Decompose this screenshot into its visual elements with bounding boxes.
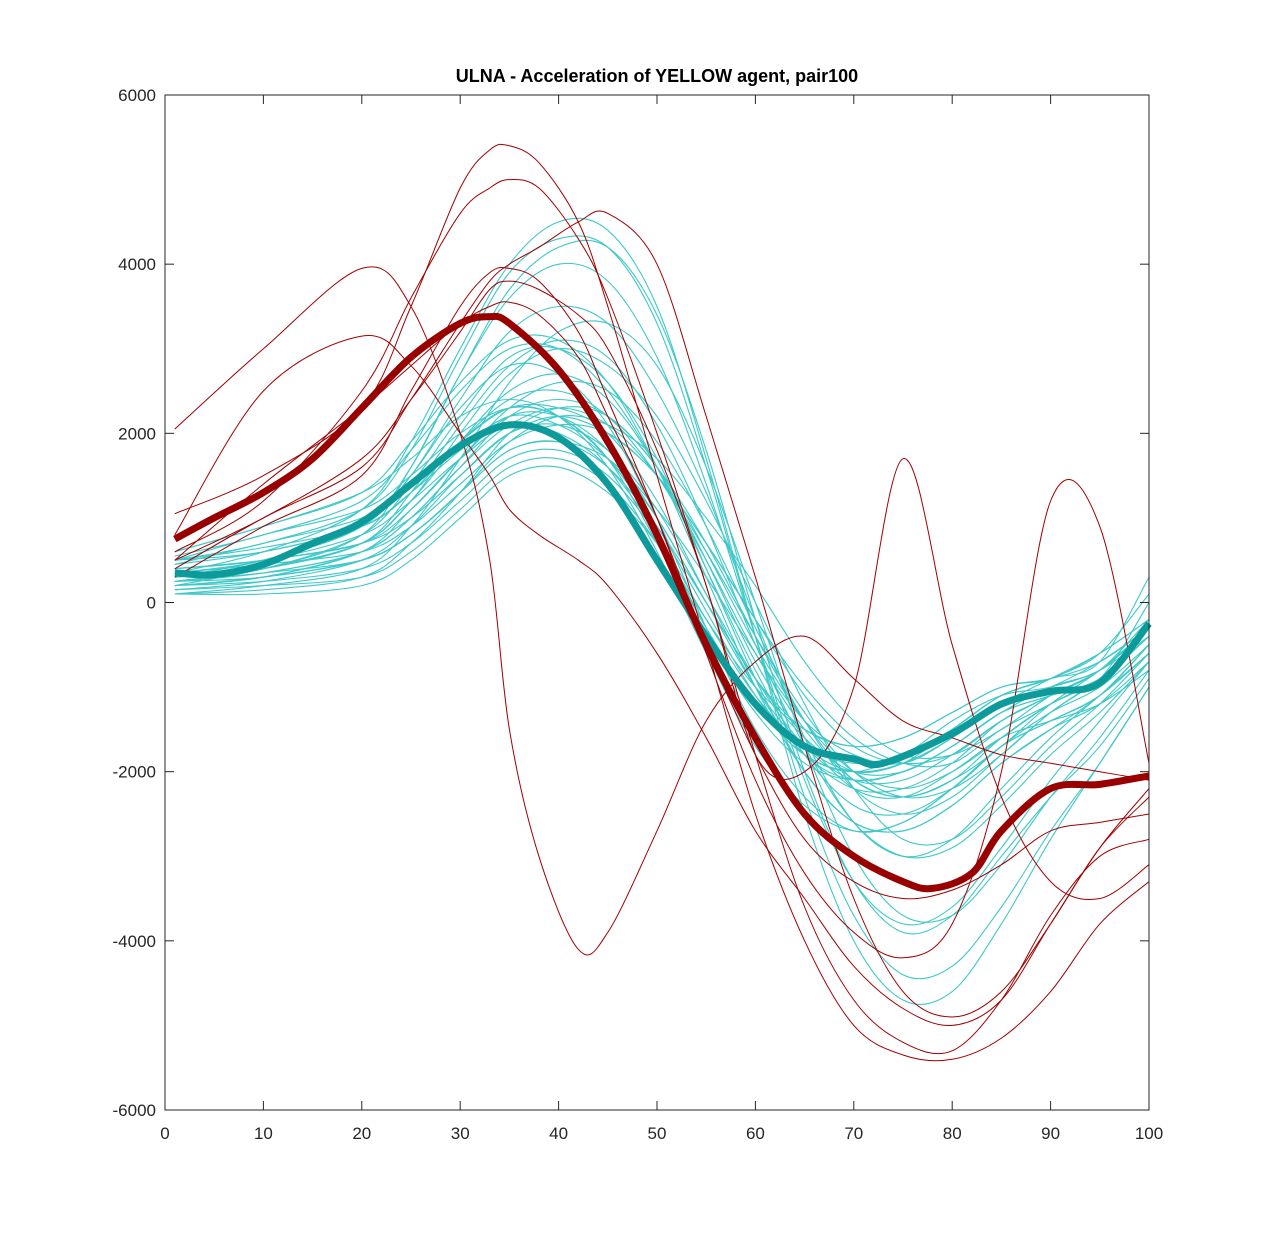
y-tick-label: 6000: [118, 86, 156, 105]
x-axis: 0 10 20 30 40 50 60 70 80 90 100: [160, 95, 1163, 1143]
x-tick-label: 90: [1041, 1124, 1060, 1143]
y-tick-label: -2000: [113, 763, 156, 782]
x-tick-label: 50: [648, 1124, 667, 1143]
chart-title: ULNA - Acceleration of YELLOW agent, pai…: [456, 66, 858, 86]
x-tick-label: 0: [160, 1124, 169, 1143]
x-tick-label: 80: [943, 1124, 962, 1143]
red-trials-line-4: [174, 210, 1150, 1018]
y-tick-label: -6000: [113, 1101, 156, 1120]
plot-traces: [173, 143, 1152, 1062]
cyan-trials-line-2: [174, 448, 1150, 765]
cyan-trials-line-31: [174, 305, 1150, 858]
red-trials-line-8: [174, 301, 1150, 900]
y-tick-label: 4000: [118, 255, 156, 274]
x-tick-label: 100: [1135, 1124, 1163, 1143]
red-trials-line-5: [174, 280, 1150, 900]
red-trials-line-3: [174, 266, 1150, 956]
y-tick-label: -4000: [113, 932, 156, 951]
cyan-trials-line-17: [174, 348, 1150, 846]
cyan-mean-line: [174, 421, 1152, 769]
x-tick-label: 30: [451, 1124, 470, 1143]
cyan-trials-line-25: [174, 262, 1150, 926]
cyan-trials-line-4: [174, 465, 1150, 748]
x-tick-label: 20: [352, 1124, 371, 1143]
x-tick-label: 40: [549, 1124, 568, 1143]
y-axis: -6000 -4000 -2000 0 2000 4000 6000: [113, 86, 1149, 1120]
cyan-trials-line-32: [174, 415, 1150, 765]
x-tick-label: 70: [844, 1124, 863, 1143]
red-trials-line-2: [174, 179, 1150, 1055]
cyan-trials-line-24: [174, 339, 1150, 859]
red-mean-line: [173, 312, 1150, 893]
y-tick-label: 0: [147, 594, 156, 613]
red-trials-line-1: [174, 143, 1150, 1062]
x-tick-label: 60: [746, 1124, 765, 1143]
x-tick-label: 10: [254, 1124, 273, 1143]
y-tick-label: 2000: [118, 424, 156, 443]
cyan-trials-line-34: [174, 389, 1150, 798]
